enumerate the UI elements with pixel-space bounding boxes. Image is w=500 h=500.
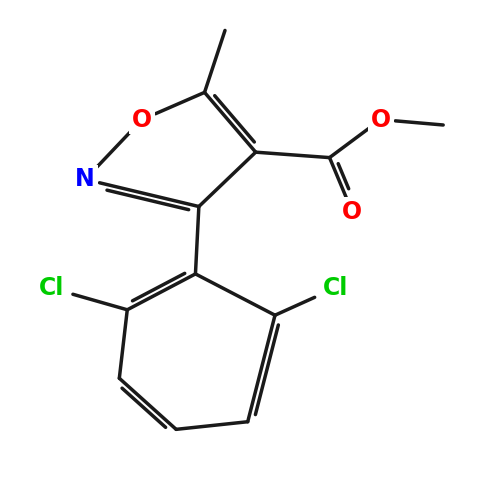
Text: Cl: Cl xyxy=(38,276,64,300)
Text: N: N xyxy=(76,168,95,192)
Text: Cl: Cl xyxy=(322,276,348,300)
Text: O: O xyxy=(370,108,390,132)
Text: O: O xyxy=(342,200,362,224)
Text: O: O xyxy=(132,108,152,132)
